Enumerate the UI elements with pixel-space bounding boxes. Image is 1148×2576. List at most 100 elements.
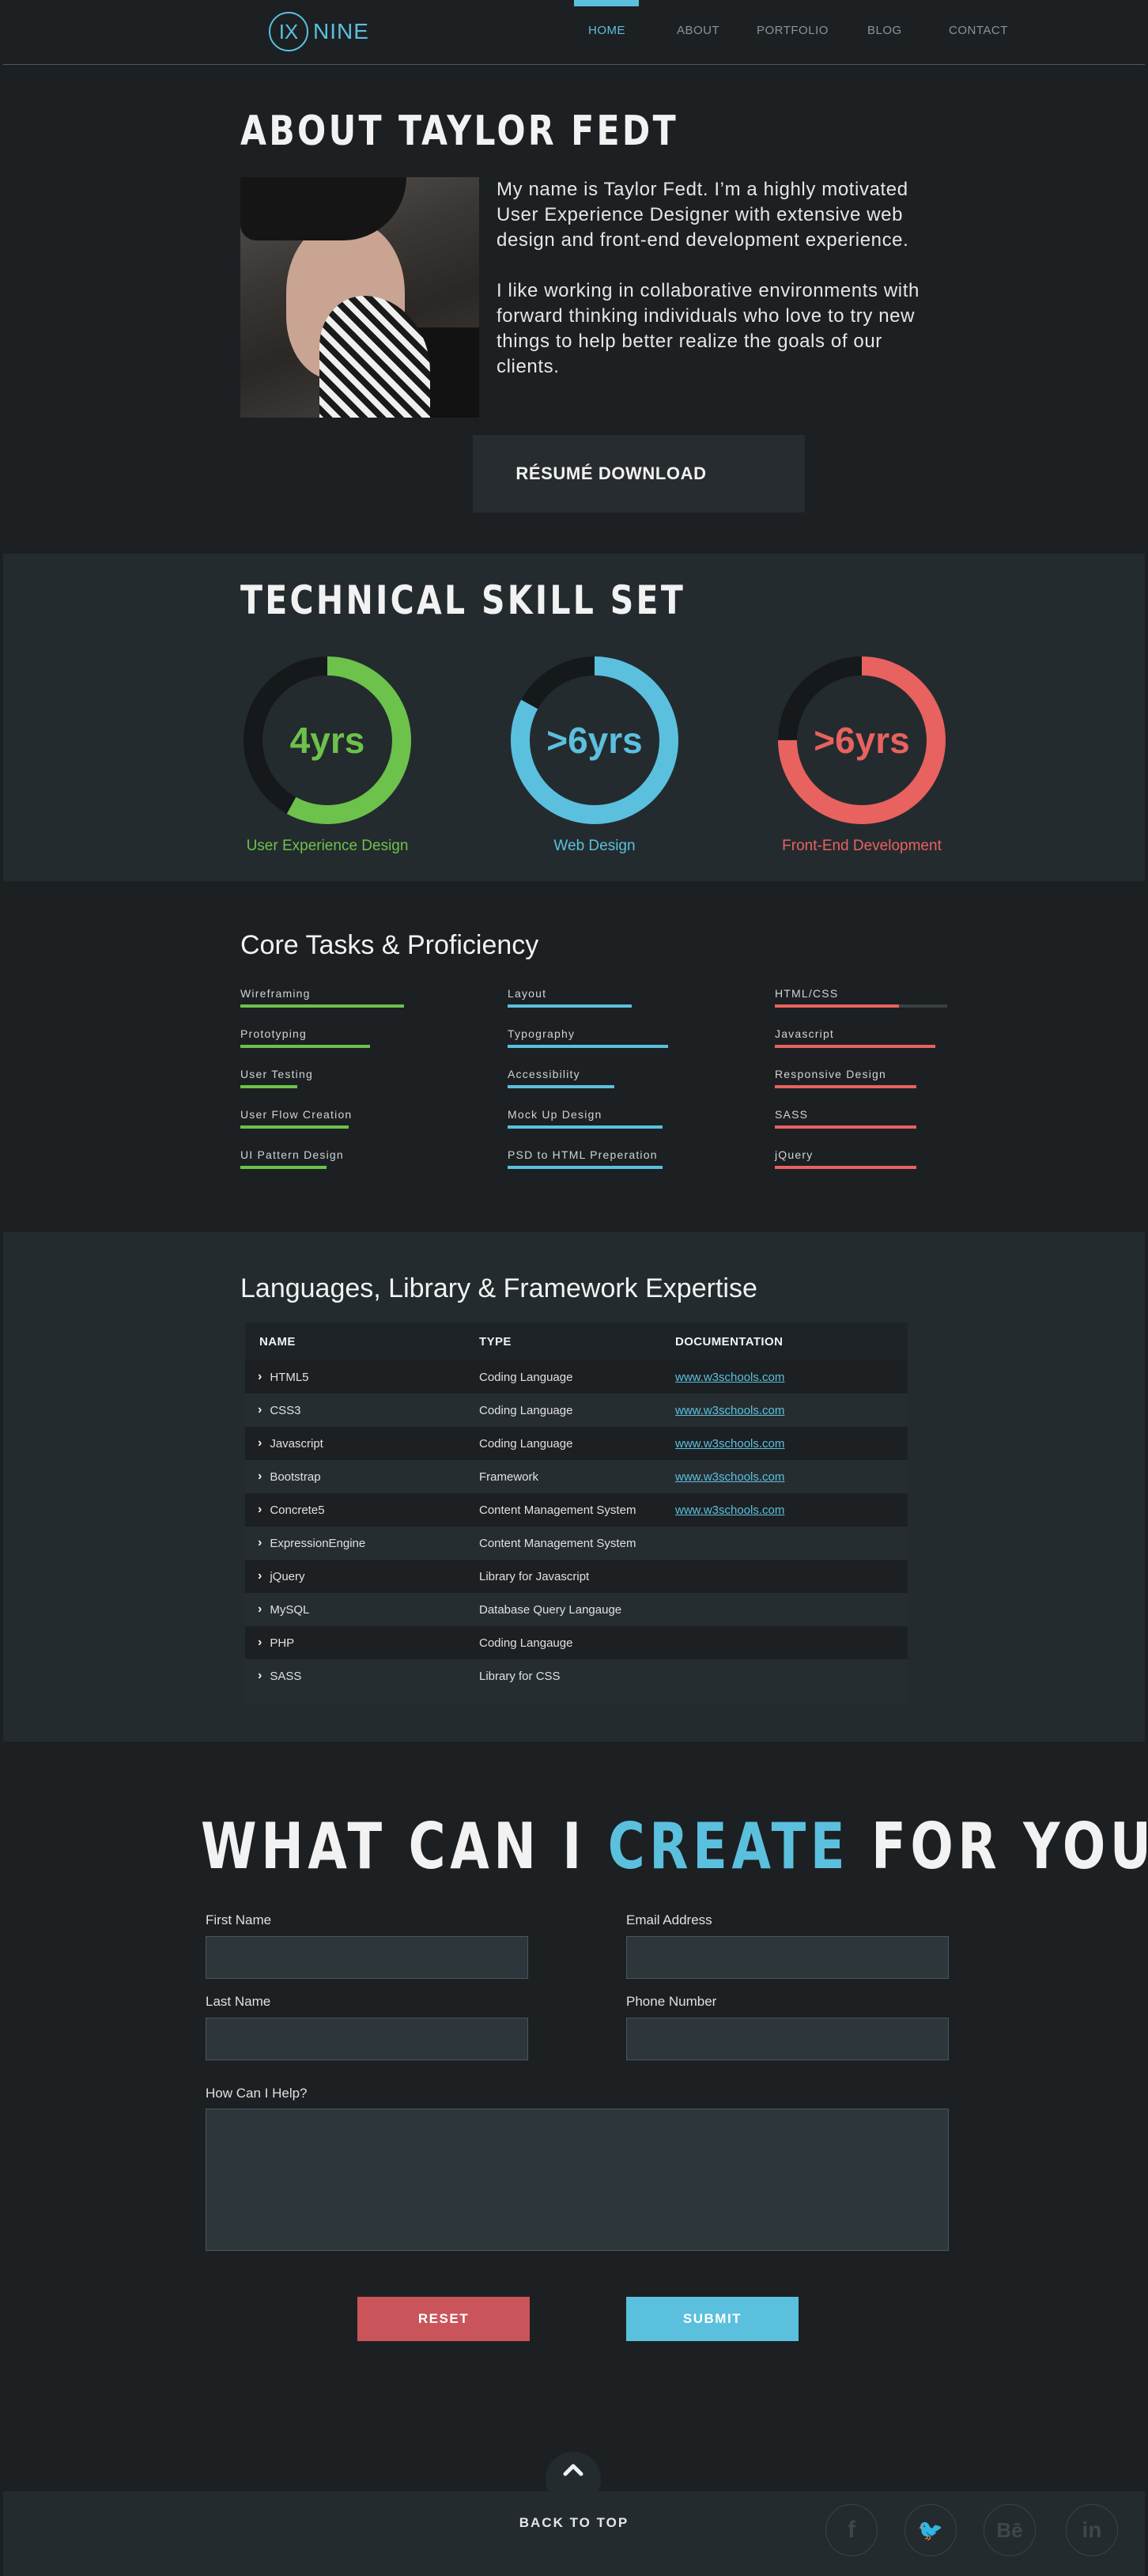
chevron-right-icon[interactable]: › [258,1503,262,1516]
cell-name: › CSS3 [245,1403,479,1417]
cell-name: › SASS [245,1669,479,1683]
proficiency-label: Mock Up Design [508,1108,602,1121]
reset-button[interactable]: RESET [357,2297,530,2341]
phone-label: Phone Number [626,1994,717,2009]
documentation-link[interactable]: www.w3schools.com [675,1403,785,1417]
chevron-right-icon[interactable]: › [258,1569,262,1583]
nav-home[interactable]: HOME [588,24,625,37]
proficiency-bar [775,1085,916,1088]
proficiency-label: Javascript [775,1027,835,1040]
chevron-right-icon[interactable]: › [258,1636,262,1649]
row-type: Coding Language [479,1436,573,1451]
proficiency-label: HTML/CSS [775,987,839,1000]
resume-download-label: RÉSUMÉ DOWNLOAD [515,463,707,483]
cell-name: › HTML5 [245,1370,479,1384]
resume-download-button[interactable]: RÉSUMÉ DOWNLOAD [473,435,805,513]
contact-heading-highlight: CREATE [607,1810,850,1883]
logo[interactable]: IX NINE [269,12,369,51]
proficiency-track [240,1125,413,1129]
twitter-icon[interactable]: 🐦 [904,2504,957,2556]
phone-field[interactable] [626,2018,949,2060]
proficiency-bar [775,1045,935,1048]
proficiency-label: jQuery [775,1148,814,1161]
scroll-top-button[interactable] [546,2452,601,2507]
table-row[interactable]: › SASS Library for CSS [245,1659,908,1693]
table-row[interactable]: › Bootstrap Framework www.w3schools.com [245,1460,908,1493]
facebook-icon[interactable]: f [825,2504,878,2556]
chevron-right-icon[interactable]: › [258,1370,262,1383]
table-row[interactable]: › MySQL Database Query Langauge [245,1593,908,1626]
donut-arc [244,656,411,824]
row-type: Library for CSS [479,1669,561,1683]
proficiency-bar [240,1085,297,1088]
proficiency-bar [775,1166,916,1169]
proficiency-track [240,1004,413,1008]
row-name: Concrete5 [270,1503,325,1517]
row-name: MySQL [270,1602,310,1617]
table-row[interactable]: › PHP Coding Langauge [245,1626,908,1659]
chevron-right-icon[interactable]: › [258,1436,262,1450]
email-label: Email Address [626,1912,712,1927]
proficiency-item: Layout [508,987,682,1008]
behance-icon[interactable]: Bē [984,2504,1036,2556]
chevron-right-icon[interactable]: › [258,1669,262,1682]
proficiency-item: Javascript [775,1027,949,1048]
proficiency-track [775,1004,947,1008]
proficiency-track [775,1085,947,1088]
nav-contact[interactable]: CONTACT [949,24,1008,37]
table-row[interactable]: › HTML5 Coding Language www.w3schools.com [245,1360,908,1394]
row-name: ExpressionEngine [270,1536,366,1550]
proficiency-item: Accessibility [508,1068,682,1088]
proficiency-track [508,1166,680,1169]
row-name: PHP [270,1636,295,1650]
cell-documentation: www.w3schools.com [675,1437,908,1451]
help-textarea[interactable] [206,2109,949,2251]
cell-documentation: www.w3schools.com [675,1504,908,1517]
table-row[interactable]: › ExpressionEngine Content Management Syst… [245,1526,908,1560]
documentation-link[interactable]: www.w3schools.com [675,1503,785,1517]
email-field[interactable] [626,1936,949,1979]
documentation-link[interactable]: www.w3schools.com [675,1370,785,1384]
proficiency-item: jQuery [775,1148,949,1169]
skill-label-frontend: Front-End Development [782,838,942,854]
proficiency-label: User Flow Creation [240,1108,353,1121]
nav-about[interactable]: ABOUT [677,24,720,37]
logo-text: NINE [313,19,369,44]
table-row[interactable]: › jQuery Library for Javascript [245,1560,908,1593]
row-type: Content Management System [479,1503,636,1517]
proficiency-bar [240,1045,370,1048]
row-name: Javascript [270,1436,323,1451]
linkedin-icon[interactable]: in [1066,2504,1118,2556]
documentation-link[interactable]: www.w3schools.com [675,1436,785,1451]
about-title: ABOUT TAYLOR FEDT [240,108,678,155]
first-name-field[interactable] [206,1936,528,1979]
row-type: Library for Javascript [479,1569,590,1583]
reset-label: RESET [417,2311,470,2326]
table-row[interactable]: › CSS3 Coding Language www.w3schools.com [245,1394,908,1427]
proficiency-track [775,1125,947,1129]
nav-blog[interactable]: BLOG [867,24,902,37]
first-name-label: First Name [206,1912,272,1927]
chevron-right-icon[interactable]: › [258,1536,262,1549]
documentation-link[interactable]: www.w3schools.com [675,1470,785,1484]
last-name-label: Last Name [206,1994,271,2009]
chevron-right-icon[interactable]: › [258,1470,262,1483]
languages-table: NAME TYPE DOCUMENTATION › HTML5 Coding Lan… [245,1322,908,1704]
contact-heading-end: FOR YOU? [871,1810,1148,1883]
chevron-right-icon[interactable]: › [258,1602,262,1616]
proficiency-label: Prototyping [240,1027,308,1040]
cell-name: › ExpressionEngine [245,1536,479,1550]
table-row[interactable]: › Concrete5 Content Management System www.w… [245,1493,908,1526]
table-row[interactable]: › Javascript Coding Language www.w3schools.… [245,1427,908,1460]
proficiency-bar [775,1004,899,1008]
chevron-right-icon[interactable]: › [258,1403,262,1417]
nav-portfolio[interactable]: PORTFOLIO [757,24,829,37]
skill-value-frontend: >6yrs [814,720,910,761]
submit-button[interactable]: SUBMIT [626,2297,799,2341]
proficiency-item: Prototyping [240,1027,414,1048]
back-to-top-link[interactable]: BACK TO TOP [519,2515,629,2530]
help-label: How Can I Help? [206,2086,308,2101]
cell-name: › jQuery [245,1569,479,1583]
last-name-field[interactable] [206,2018,528,2060]
row-type: Coding Langauge [479,1636,573,1650]
